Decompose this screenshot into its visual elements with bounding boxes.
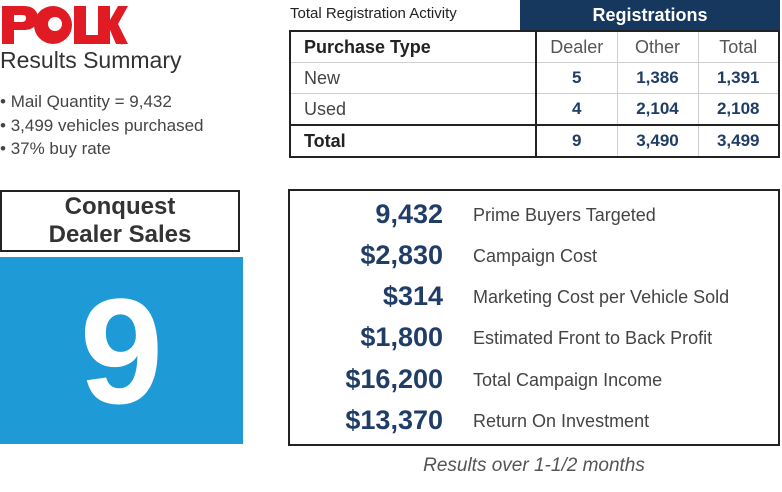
- metric-label: Marketing Cost per Vehicle Sold: [473, 287, 730, 307]
- metrics-panel: 9,432 Prime Buyers Targeted $2,830 Campa…: [288, 189, 780, 446]
- metric-value: $16,200: [345, 364, 443, 394]
- row-label: Used: [289, 93, 537, 126]
- total-cell: 1,391: [697, 62, 780, 94]
- metric-row: $314 Marketing Cost per Vehicle Sold: [290, 281, 778, 321]
- column-header-purchase-type: Purchase Type: [289, 30, 537, 63]
- metric-row: $1,800 Estimated Front to Back Profit: [290, 322, 778, 362]
- table-row: New 5 1,386 1,391: [289, 62, 780, 94]
- metric-value: $2,830: [360, 240, 443, 270]
- summary-bullet: • 37% buy rate: [0, 139, 111, 158]
- column-header-dealer: Dealer: [535, 30, 618, 63]
- metric-value: $13,370: [345, 405, 443, 435]
- row-label: New: [289, 62, 537, 94]
- metric-row: $2,830 Campaign Cost: [290, 240, 778, 280]
- metric-label: Campaign Cost: [473, 246, 598, 266]
- metric-row: $16,200 Total Campaign Income: [290, 364, 778, 404]
- other-cell: 2,104: [616, 93, 699, 126]
- column-header-total: Total: [697, 30, 780, 63]
- conquest-dealer-sales-header: Conquest Dealer Sales: [0, 190, 240, 252]
- metric-value: $314: [382, 281, 443, 311]
- dealer-cell: 5: [535, 62, 618, 94]
- metric-label: Estimated Front to Back Profit: [473, 328, 713, 348]
- registration-activity-title: Total Registration Activity: [290, 5, 457, 22]
- total-cell: 2,108: [697, 93, 780, 126]
- results-footnote: Results over 1-1/2 months: [423, 455, 645, 476]
- dealer-cell: 4: [535, 93, 618, 126]
- row-label: Total: [289, 124, 537, 158]
- summary-bullet: • 3,499 vehicles purchased: [0, 115, 204, 135]
- metric-label: Return On Investment: [473, 411, 650, 431]
- conquest-line1: Conquest: [64, 193, 176, 220]
- total-cell: 3,499: [697, 124, 780, 158]
- other-cell: 1,386: [616, 62, 699, 94]
- column-header-other: Other: [616, 30, 699, 63]
- dealer-cell: 9: [535, 124, 618, 158]
- results-summary-title: Results Summary: [0, 47, 182, 73]
- summary-bullet: • Mail Quantity = 9,432: [0, 92, 172, 111]
- metric-value: $1,800: [360, 322, 443, 352]
- metric-row: $13,370 Return On Investment: [290, 405, 778, 445]
- table-row-total: Total 9 3,490 3,499: [289, 124, 780, 158]
- metric-label: Total Campaign Income: [473, 370, 663, 390]
- polk-logo: [2, 6, 128, 45]
- metric-label: Prime Buyers Targeted: [473, 205, 656, 225]
- conquest-sales-value: 9: [0, 257, 243, 444]
- table-header-row: Purchase Type Dealer Other Total: [289, 30, 780, 63]
- metric-row: 9,432 Prime Buyers Targeted: [290, 199, 778, 239]
- other-cell: 3,490: [616, 124, 699, 158]
- metric-value: 9,432: [375, 199, 443, 229]
- conquest-line2: Dealer Sales: [48, 221, 192, 248]
- table-row: Used 4 2,104 2,108: [289, 93, 780, 126]
- summary-bullets: • Mail Quantity = 9,432 • 3,499 vehicles…: [0, 90, 203, 161]
- registration-table: Purchase Type Dealer Other Total New 5 1…: [289, 30, 780, 158]
- registrations-header: Registrations: [520, 0, 780, 30]
